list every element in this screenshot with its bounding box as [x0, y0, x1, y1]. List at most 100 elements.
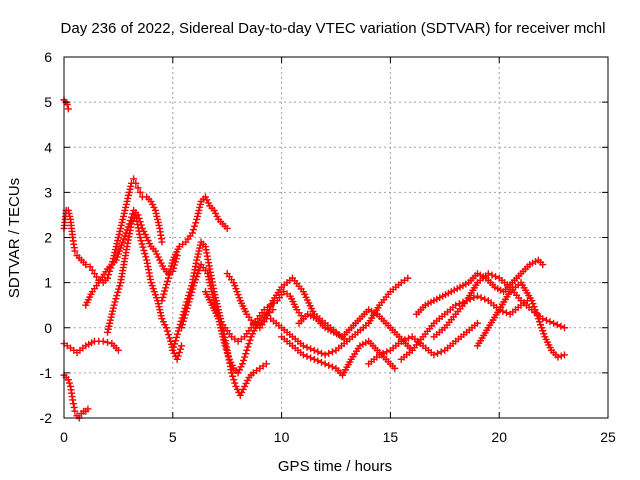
data-point — [179, 317, 187, 325]
data-point — [228, 369, 236, 377]
y-tick-label: 4 — [44, 139, 52, 155]
data-point — [246, 336, 254, 344]
data-point — [162, 284, 170, 292]
data-point — [242, 350, 250, 358]
data-point — [64, 376, 72, 384]
y-tick-label: -1 — [40, 365, 53, 381]
data-point — [192, 219, 200, 227]
data-point — [142, 253, 150, 261]
data-point — [238, 360, 246, 368]
series-arc-7 — [158, 193, 231, 305]
y-tick-label: 5 — [44, 94, 52, 110]
data-point — [69, 400, 77, 408]
data-point — [553, 321, 561, 329]
data-point — [244, 343, 252, 351]
series-arc-19 — [473, 279, 568, 361]
data-point — [310, 355, 318, 363]
data-point — [314, 357, 322, 365]
data-point — [473, 292, 481, 300]
data-point — [560, 324, 568, 332]
data-point — [434, 349, 442, 357]
data-point — [317, 358, 325, 366]
data-point — [69, 396, 77, 404]
data-point — [115, 285, 123, 293]
data-point — [173, 355, 181, 363]
data-point — [303, 343, 311, 351]
data-point — [163, 281, 171, 289]
data-point — [188, 229, 196, 237]
data-point — [71, 247, 79, 255]
data-point — [140, 246, 148, 254]
data-point — [231, 379, 239, 387]
x-tick-label: 0 — [60, 429, 68, 445]
data-point — [136, 234, 144, 241]
data-point — [473, 319, 481, 327]
data-point — [557, 352, 565, 360]
data-point — [178, 324, 186, 332]
x-tick-label: 25 — [600, 429, 616, 445]
data-point — [188, 288, 196, 296]
data-point — [452, 301, 460, 309]
data-point — [191, 222, 199, 230]
x-axis-label: GPS time / hours — [278, 458, 392, 475]
data-point — [229, 372, 237, 380]
data-point — [328, 348, 336, 356]
data-point — [539, 261, 547, 269]
data-point — [64, 105, 72, 113]
data-point — [391, 364, 399, 372]
data-point — [110, 301, 118, 309]
data-point — [383, 348, 391, 356]
data-point — [437, 348, 445, 356]
data-point — [178, 342, 186, 350]
data-point — [173, 330, 181, 338]
series-arc-12 — [267, 274, 412, 359]
data-point — [307, 354, 315, 362]
data-point — [405, 334, 413, 342]
data-point — [185, 298, 193, 306]
data-point — [404, 274, 412, 282]
data-point — [136, 188, 144, 196]
data-point — [132, 179, 140, 187]
data-point — [492, 273, 500, 281]
y-tick-label: 6 — [44, 49, 52, 65]
data-point — [159, 293, 167, 301]
y-tick-label: 3 — [44, 184, 52, 200]
data-point — [376, 351, 384, 359]
data-point — [173, 333, 181, 341]
data-point — [169, 346, 177, 354]
data-layer — [60, 96, 568, 422]
data-point — [299, 342, 307, 350]
x-tick-label: 20 — [491, 429, 507, 445]
y-tick-label: 1 — [44, 275, 52, 291]
data-point — [82, 261, 90, 269]
data-point — [134, 184, 142, 192]
data-point — [321, 351, 329, 359]
data-point — [397, 337, 405, 345]
data-point — [314, 348, 322, 356]
data-point — [262, 360, 270, 368]
data-point — [484, 270, 492, 278]
data-point — [137, 237, 145, 245]
data-point — [325, 361, 333, 369]
data-point — [230, 376, 238, 384]
data-point — [243, 346, 251, 354]
data-point — [222, 345, 230, 353]
data-point — [129, 210, 137, 218]
chart-title: Day 236 of 2022, Sidereal Day-to-day VTE… — [61, 20, 606, 37]
data-point — [550, 319, 558, 327]
data-point — [158, 238, 166, 246]
data-point — [114, 288, 122, 296]
data-point — [499, 307, 507, 315]
data-point — [180, 314, 188, 322]
series-arc-15 — [365, 319, 481, 368]
data-point — [303, 352, 311, 360]
data-point — [186, 295, 194, 303]
tick-layer: 0 5 10 15 20 25 -2 -1 0 1 2 3 4 5 6 — [40, 49, 616, 445]
data-point — [459, 298, 467, 306]
data-point — [164, 331, 172, 339]
series-arc-9 — [178, 261, 277, 377]
data-point — [488, 271, 496, 279]
data-point — [328, 363, 336, 371]
